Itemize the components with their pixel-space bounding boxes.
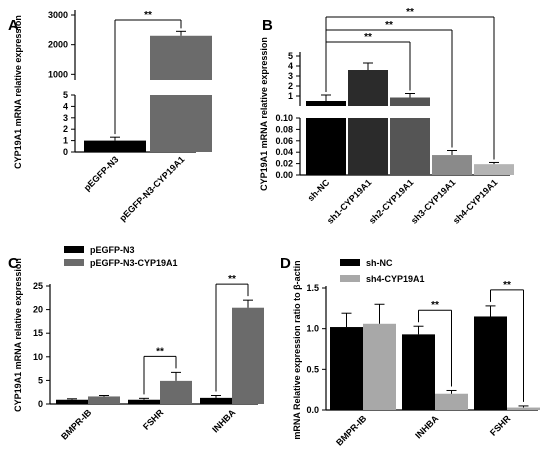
panel-d-bar-0-1 [363, 323, 396, 410]
panel-b-y-tick-label: 0.04 [275, 147, 293, 157]
panel-c-y-tick-label: 10 [33, 352, 43, 362]
panel-b-bar-0-lower [306, 118, 346, 175]
panel-b-bar-4 [474, 164, 514, 175]
panel-c-y-tick-label: 0 [38, 399, 43, 409]
panel-c-label: C [8, 255, 19, 272]
panel-a-y-tick-label: 4 [63, 101, 68, 111]
panel-a-bar-1-lower [150, 95, 212, 152]
panel-c-y-tick-label: 5 [38, 375, 43, 385]
panel-b-label: B [262, 17, 273, 34]
panel-c-x-tick-label: FSHR [141, 407, 166, 432]
panel-c-legend-label-1: pEGFP-N3-CYP19A1 [90, 258, 178, 268]
panel-c-legend-label-0: pEGFP-N3 [90, 245, 135, 255]
panel-d-y-tick-label: 0.0 [306, 405, 319, 415]
panel-b-bar-0-upper [306, 101, 346, 106]
panel-c-bar-2-0 [200, 397, 232, 404]
panel-c-legend-swatch-1 [64, 259, 84, 266]
panel-c-x-tick-label: BMPR-IB [59, 407, 94, 442]
panel-c-bar-1-0 [128, 399, 160, 404]
panel-a-bar-0 [84, 140, 146, 152]
panel-d-y-tick-label: 1.5 [306, 283, 319, 293]
panel-b-y-axis-label: CYP19A1 mRNA relative expression [259, 37, 269, 191]
panel-a-x-tick-label: pEGFP-N3-CYP19A1 [117, 154, 186, 223]
panel-b-significance-1-label: ** [385, 20, 393, 31]
panel-d-y-axis-label: mRNA Relative expression ratio to β-acti… [292, 260, 302, 439]
panel-a-y-tick-label: 1000 [48, 69, 68, 79]
panel-b-significance-2-label: ** [406, 7, 414, 18]
panel-c-y-tick-label: 15 [33, 328, 43, 338]
panel-c-bar-0-1 [88, 396, 120, 404]
panel-b-y-tick-label: 4 [288, 61, 293, 71]
panel-a-y-tick-label: 3 [63, 113, 68, 123]
panel-a-y-tick-label: 2000 [48, 40, 68, 50]
panel-a-x-tick-label: pEGFP-N3 [82, 154, 121, 193]
panel-d-legend-swatch-0 [340, 259, 360, 266]
panel-b-y-tick-label: 0.10 [275, 113, 293, 123]
panel-d-y-tick-label: 1.0 [306, 324, 319, 334]
panel-d-significance-1-label: ** [503, 280, 511, 291]
panel-d-label: D [280, 255, 291, 272]
panel-d-legend-swatch-1 [340, 275, 360, 282]
panel-b-y-tick-label: 0.00 [275, 170, 293, 180]
panel-c-legend-swatch-0 [64, 246, 84, 253]
panel-b-bar-1-upper [348, 70, 388, 106]
panel-d-bar-2-1 [507, 407, 540, 410]
panel-d-legend-label-1: sh4-CYP19A1 [366, 274, 425, 284]
panel-a-bar-1-upper [150, 35, 212, 80]
panel-c-bar-0-0 [56, 399, 88, 404]
panel-c-significance-1-label: ** [228, 274, 236, 285]
panel-b-y-tick-label: 2 [288, 81, 293, 91]
panel-a-label: A [8, 17, 19, 34]
panel-b-y-tick-label: 0.08 [275, 124, 293, 134]
panel-b-y-tick-label: 0.02 [275, 159, 293, 169]
panel-d-bar-0-0 [330, 327, 363, 410]
panel-a-y-tick-label: 1 [63, 136, 68, 146]
panel-a-y-axis-label: CYP19A1 mRNA relative expression [13, 15, 23, 169]
panel-a-significance-label: ** [144, 10, 152, 21]
panel-a-y-tick-label: 3000 [48, 10, 68, 20]
panel-d-bar-1-1 [435, 393, 468, 410]
panel-c-bar-1-1 [160, 380, 192, 404]
panel-c-x-tick-label: INHBA [210, 407, 238, 435]
panel-b-bar-2-upper [390, 97, 430, 106]
panel-d-legend-label-0: sh-NC [366, 258, 393, 268]
panel-d-x-tick-label: BMPR-IB [334, 413, 369, 448]
panel-a-y-tick-label: 5 [63, 90, 68, 100]
panel-b-y-tick-label: 0.06 [275, 136, 293, 146]
panel-c-y-tick-label: 20 [33, 305, 43, 315]
panel-d-x-tick-label: INHBA [413, 413, 441, 441]
panel-b-bar-1-lower [348, 118, 388, 175]
panel-b-bar-3 [432, 155, 472, 175]
panel-a-y-tick-label: 2 [63, 124, 68, 134]
panel-b-x-tick-label: sh-NC [306, 177, 332, 203]
panel-d-bar-1-0 [402, 334, 435, 410]
panel-c-bar-2-1 [232, 307, 264, 404]
panel-b-y-tick-label: 1 [288, 91, 293, 101]
panel-d-x-tick-label: FSHR [488, 413, 513, 438]
panel-b-significance-0-label: ** [364, 32, 372, 43]
panel-c-y-tick-label: 25 [33, 281, 43, 291]
panel-b-x-tick-label: sh4-CYP19A1 [451, 177, 499, 225]
panel-d-y-tick-label: 0.5 [306, 364, 319, 374]
panel-b-bar-2-lower [390, 118, 430, 175]
panel-b-y-tick-label: 3 [288, 71, 293, 81]
panel-c-y-axis-label: CYP19A1 mRNA relative expression [13, 258, 23, 412]
panel-d-bar-2-0 [474, 316, 507, 410]
panel-c-significance-0-label: ** [156, 346, 164, 357]
panel-d-significance-0-label: ** [431, 300, 439, 311]
panel-a-y-tick-label: 0 [63, 147, 68, 157]
panel-b-y-tick-label: 5 [288, 51, 293, 61]
